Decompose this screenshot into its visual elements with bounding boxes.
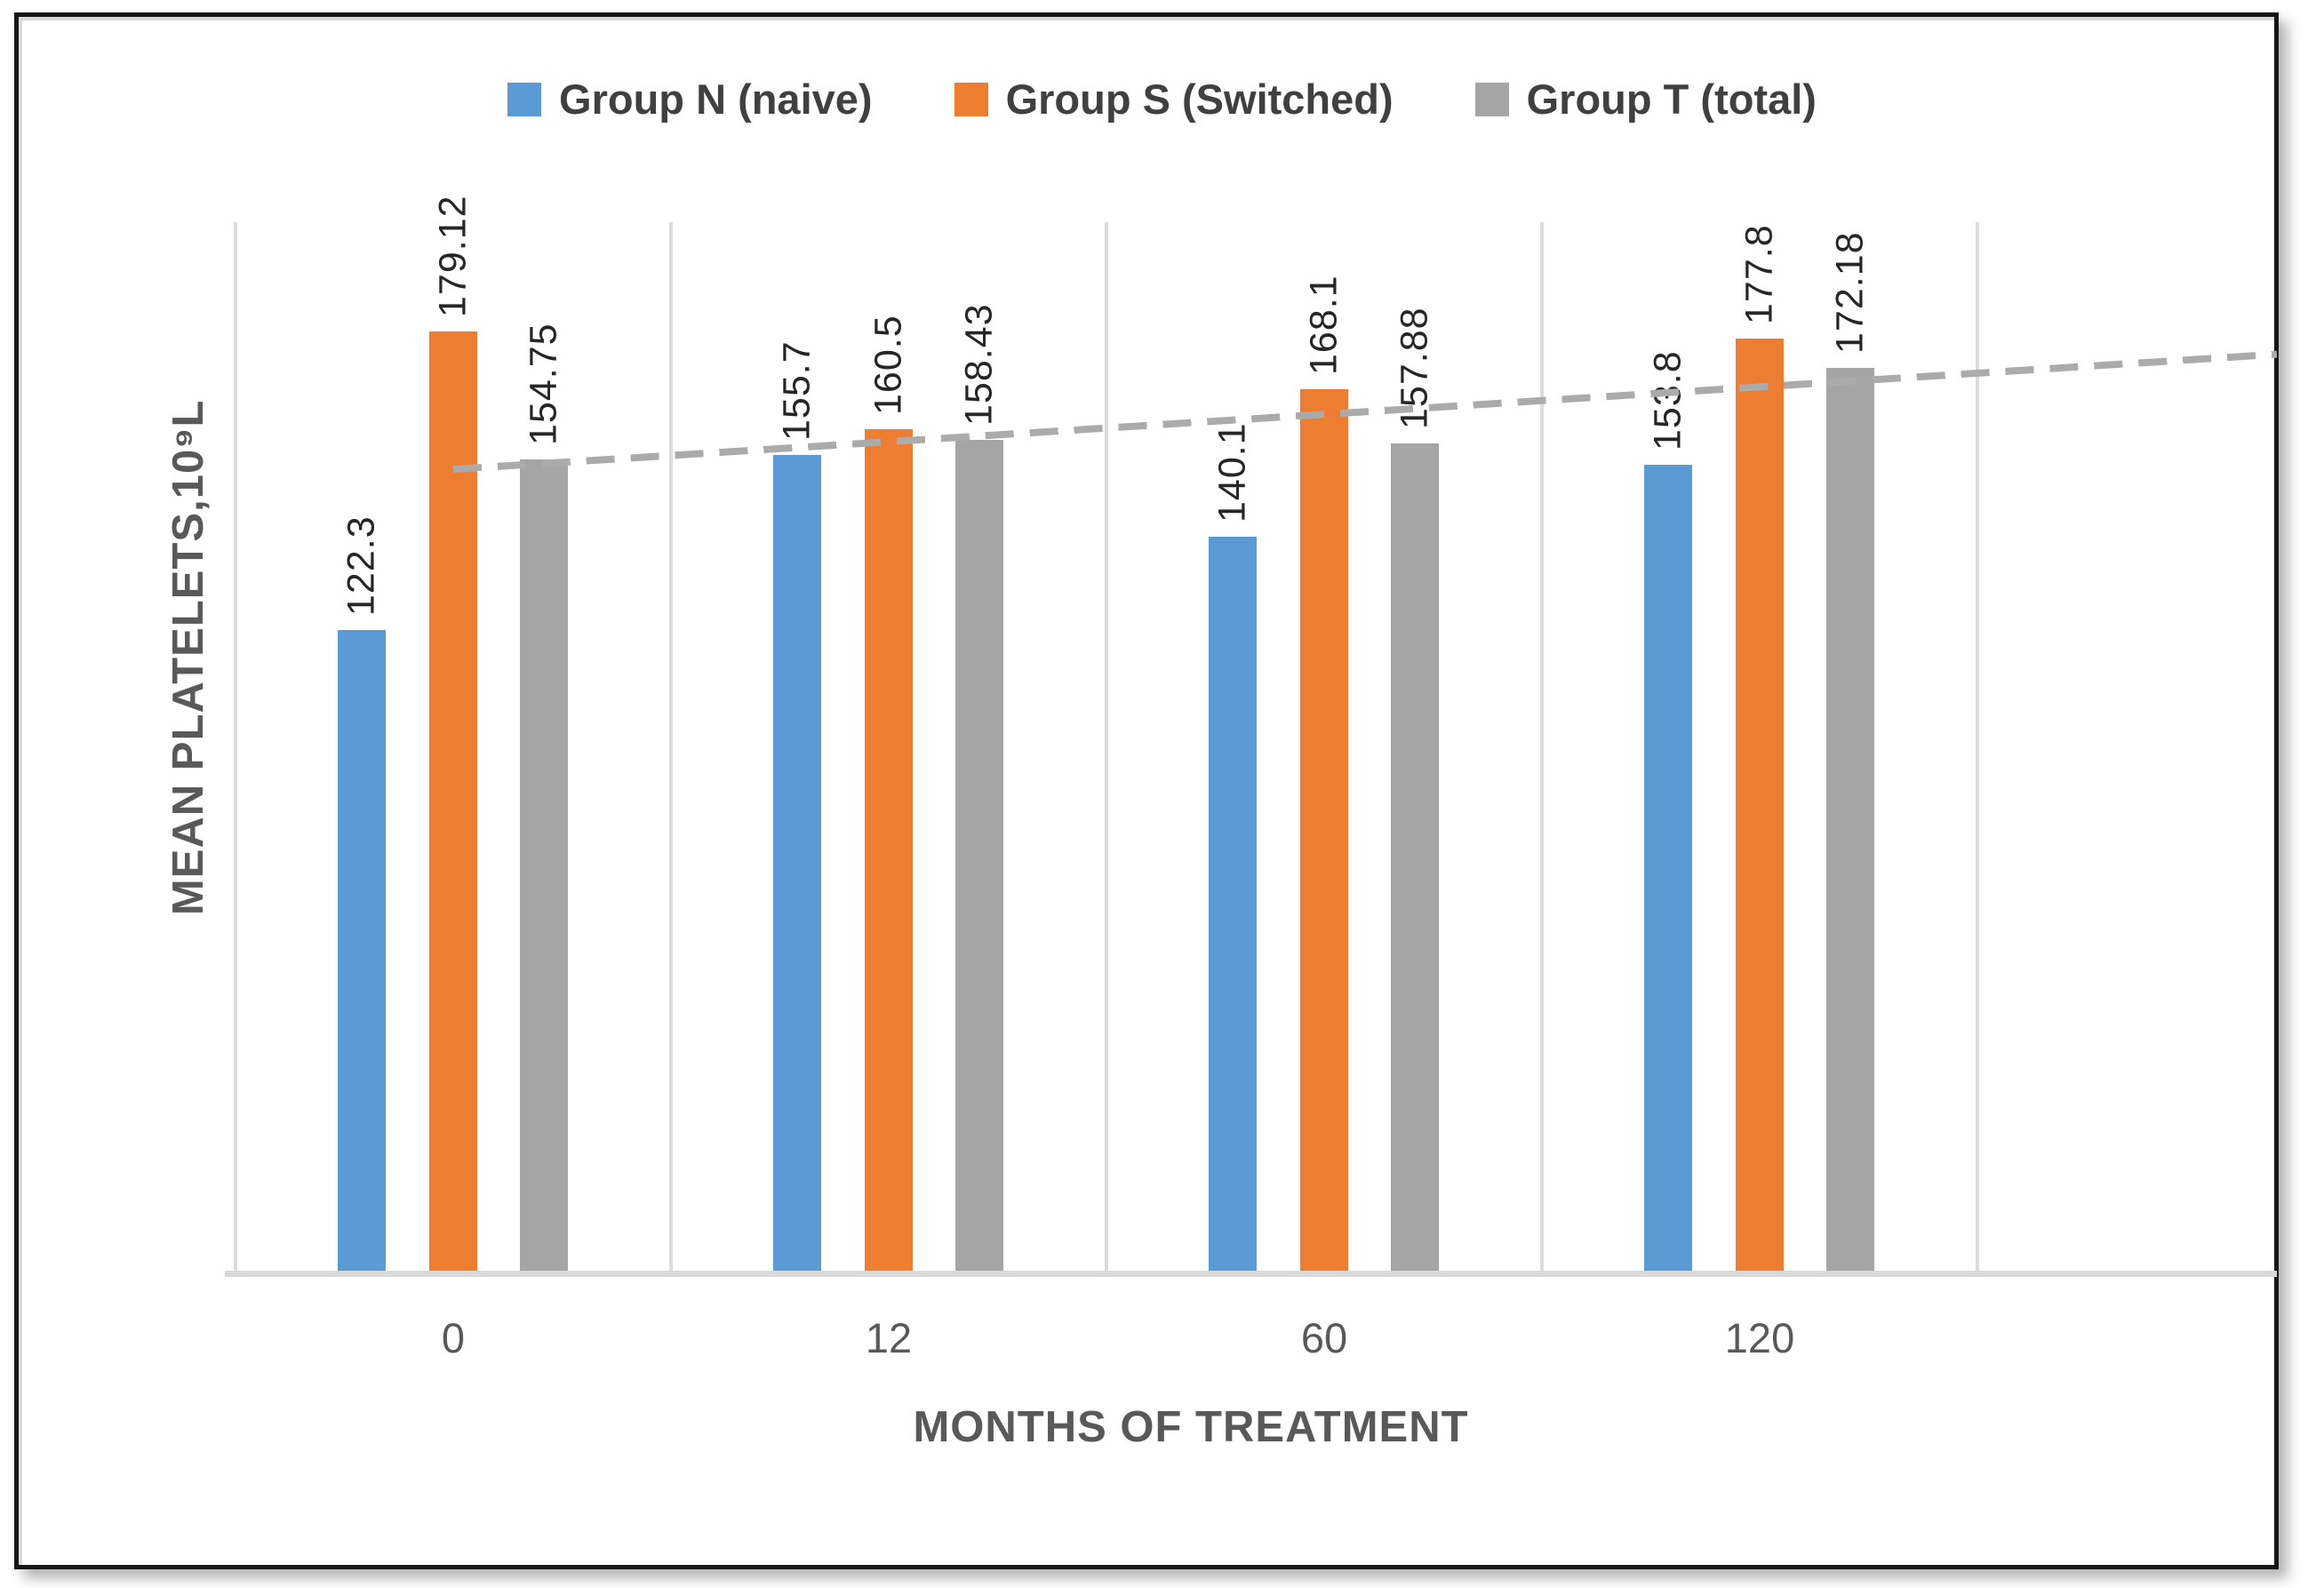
chart-legend: Group N (naive) Group S (Switched) Group T… <box>0 75 2324 124</box>
vertical-gridline <box>1105 222 1108 1272</box>
bar-group-n-naive-60 <box>1209 536 1257 1272</box>
x-tick-label-12: 12 <box>865 1314 913 1361</box>
vertical-gridline <box>1976 222 1979 1272</box>
x-axis-line <box>225 1271 2277 1277</box>
x-tick-label-60: 60 <box>1300 1314 1348 1361</box>
y-axis-title: MEAN PLATELETS,10⁹L <box>164 399 212 916</box>
vertical-gridline <box>669 222 673 1272</box>
x-tick-label-0: 0 <box>441 1314 466 1361</box>
bar-value-label: 153.8 <box>1646 350 1689 451</box>
legend-swatch-icon <box>954 82 988 116</box>
bar-value-label: 168.1 <box>1302 275 1346 376</box>
vertical-gridline <box>1540 222 1544 1272</box>
bar-group-s-switched-0 <box>429 331 477 1272</box>
bar-value-label: 122.3 <box>339 515 383 616</box>
legend-item-group-s-switched: Group S (Switched) <box>954 75 1394 124</box>
bar-value-label: 177.8 <box>1737 224 1781 325</box>
bar-group-n-naive-120 <box>1644 464 1692 1272</box>
bar-group-s-switched-60 <box>1300 389 1348 1272</box>
legend-item-group-t-total: Group T (total) <box>1474 75 1817 124</box>
bar-group-s-switched-120 <box>1736 339 1784 1272</box>
bar-group-t-total-0 <box>520 459 568 1272</box>
bar-value-label: 158.43 <box>957 303 1001 427</box>
legend-item-group-n-naive: Group N (naive) <box>507 75 873 124</box>
bar-group-t-total-120 <box>1826 368 1874 1272</box>
bar-value-label: 140.1 <box>1210 422 1254 523</box>
bar-group-n-naive-0 <box>338 629 386 1272</box>
bar-value-label: 172.18 <box>1828 231 1872 355</box>
legend-label: Group S (Switched) <box>1005 76 1394 123</box>
legend-swatch-icon <box>507 82 542 116</box>
legend-swatch-icon <box>1474 82 1509 116</box>
bar-value-label: 154.75 <box>522 323 565 446</box>
legend-label: Group T (total) <box>1526 76 1817 123</box>
vertical-gridline <box>234 222 237 1272</box>
bar-group-s-switched-12 <box>865 429 913 1272</box>
x-axis-title: MONTHS OF TREATMENT <box>913 1403 1469 1451</box>
bar-group-t-total-12 <box>955 440 1003 1272</box>
bar-value-label: 160.5 <box>867 315 910 416</box>
legend-label: Group N (naive) <box>559 76 873 123</box>
bar-group-t-total-60 <box>1391 443 1439 1272</box>
x-tick-label-120: 120 <box>1724 1314 1795 1361</box>
bar-value-label: 155.7 <box>775 339 819 441</box>
bar-value-label: 179.12 <box>431 195 475 318</box>
figure-border <box>14 12 2279 1569</box>
bar-group-n-naive-12 <box>773 454 821 1272</box>
